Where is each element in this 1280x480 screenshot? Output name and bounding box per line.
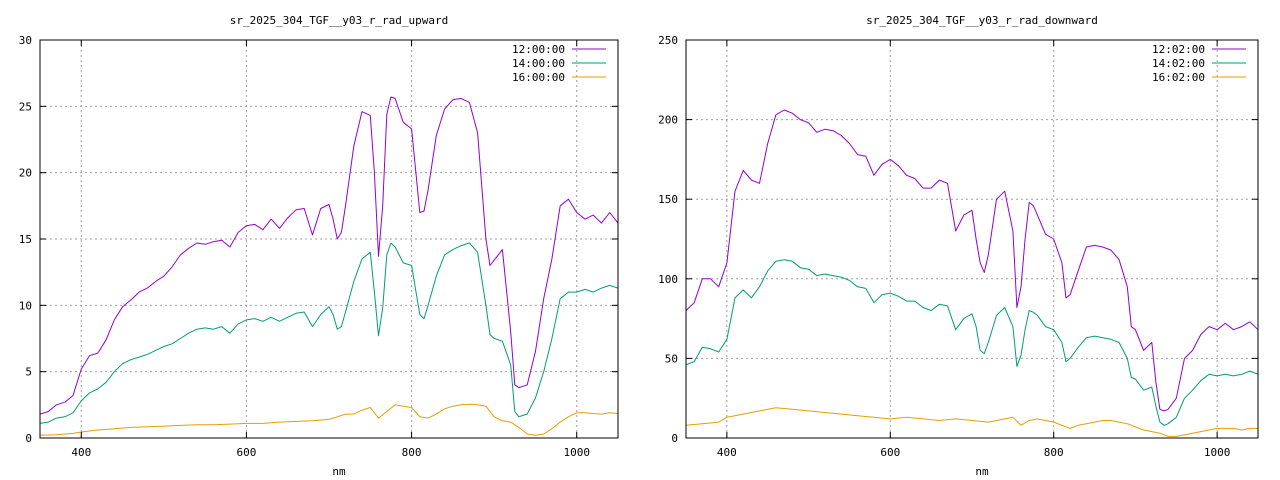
chart-downward: 400 600 800 1000 0 50 100 150 200 250 12:02:0014:… xyxy=(658,14,1259,478)
plot-frame xyxy=(685,39,1259,439)
legend-label: 14:02:00 xyxy=(1152,57,1205,70)
chart-upward: 400 600 800 1000 0 5 10 15 20 25 30 12:00:0014:00:… xyxy=(19,14,619,478)
legend-label: 16:00:00 xyxy=(512,71,565,84)
series-layer xyxy=(686,109,1258,437)
y-tick-label: 0 xyxy=(671,432,678,445)
y-tick-label: 100 xyxy=(658,273,678,286)
y-tick-label: 50 xyxy=(665,352,678,365)
y-tick-label: 25 xyxy=(19,100,32,113)
x-tick-label: 400 xyxy=(717,446,737,459)
legend-label: 12:02:00 xyxy=(1152,43,1205,56)
grid-layer xyxy=(40,40,618,438)
series-line-1 xyxy=(40,242,618,424)
y-tick-label: 250 xyxy=(658,34,678,47)
series-line-0 xyxy=(686,109,1258,412)
series-layer xyxy=(40,96,618,436)
series-line-2 xyxy=(686,407,1258,437)
x-tick-label: 800 xyxy=(402,446,422,459)
y-tick-label: 15 xyxy=(19,233,32,246)
y-tick-label: 10 xyxy=(19,299,32,312)
chart-title: sr_2025_304_TGF__y03_r_rad_upward xyxy=(230,14,449,27)
ticks-layer: 400 600 800 1000 0 50 100 150 200 250 xyxy=(658,34,1258,459)
legend-label: 12:00:00 xyxy=(512,43,565,56)
series-line-2 xyxy=(40,403,618,436)
x-tick-label: 1000 xyxy=(1204,446,1231,459)
y-tick-label: 30 xyxy=(19,34,32,47)
grid-layer xyxy=(686,40,1258,438)
legend-label: 14:00:00 xyxy=(512,57,565,70)
y-tick-label: 150 xyxy=(658,193,678,206)
x-tick-label: 400 xyxy=(71,446,91,459)
series-line-0 xyxy=(40,96,618,415)
legend-label: 16:02:00 xyxy=(1152,71,1205,84)
x-tick-label: 1000 xyxy=(563,446,590,459)
y-tick-label: 0 xyxy=(25,432,32,445)
series-line-1 xyxy=(686,259,1258,426)
ticks-layer: 400 600 800 1000 0 5 10 15 20 25 30 xyxy=(19,34,618,459)
x-axis-label: nm xyxy=(332,465,346,478)
y-tick-label: 200 xyxy=(658,114,678,127)
x-tick-label: 600 xyxy=(236,446,256,459)
x-axis-label: nm xyxy=(975,465,989,478)
y-tick-label: 5 xyxy=(25,366,32,379)
y-tick-label: 20 xyxy=(19,167,32,180)
x-tick-label: 600 xyxy=(880,446,900,459)
chart-title: sr_2025_304_TGF__y03_r_rad_downward xyxy=(866,14,1098,27)
x-tick-label: 800 xyxy=(1044,446,1064,459)
